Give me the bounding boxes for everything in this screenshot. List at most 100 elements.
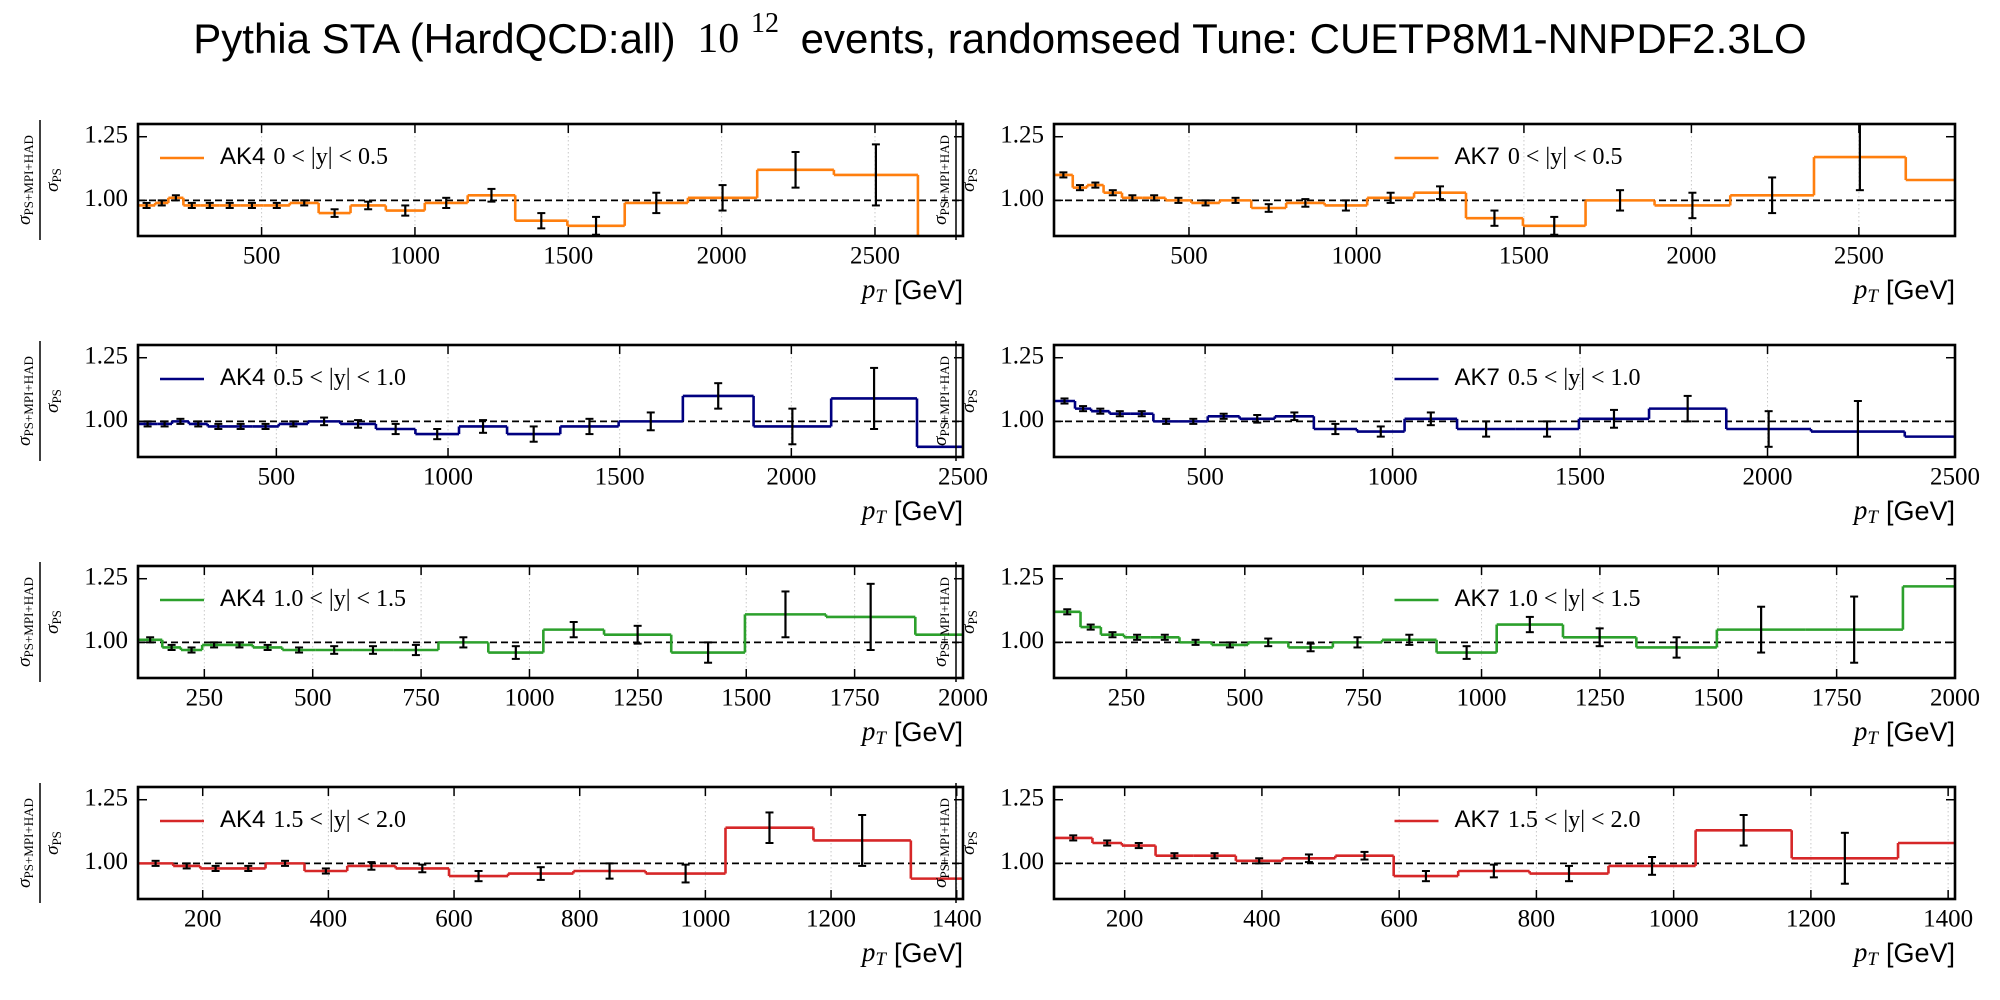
- legend-series-name: AK7: [1455, 364, 1500, 391]
- x-tick-label: 500: [243, 243, 281, 270]
- legend-range: 1.0 < |y| < 1.5: [1508, 586, 1641, 612]
- y-label-numerator: σPS: [958, 610, 980, 634]
- plot-frame: [1052, 785, 1957, 901]
- x-tick-label: 500: [294, 685, 332, 712]
- legend-label: AK7 1.0 < |y| < 1.5: [1455, 585, 1641, 612]
- legend-series-name: AK4: [220, 585, 265, 612]
- y-label-sub: PS+MPI+HAD: [21, 135, 36, 215]
- x-label-var: p: [860, 937, 876, 967]
- legend-range: 0.5 < |y| < 1.0: [1508, 365, 1641, 391]
- x-tick-label: 400: [1243, 906, 1281, 933]
- x-tick-label: 2000: [1666, 243, 1716, 270]
- y-label-numerator: σPS: [42, 168, 64, 192]
- x-tick-label: 800: [1518, 906, 1556, 933]
- y-label-numerator: σPS: [42, 610, 64, 634]
- legend-label: AK7 0 < |y| < 0.5: [1455, 143, 1623, 170]
- y-label-symbol: σ: [930, 878, 951, 888]
- y-label-sub: PS: [49, 831, 64, 845]
- y-label-sub: PS+MPI+HAD: [21, 356, 36, 436]
- y-label-sub: PS+MPI+HAD: [937, 135, 952, 215]
- x-label-var: p: [860, 716, 876, 746]
- x-label-var: p: [860, 495, 876, 525]
- legend-series-name: AK4: [220, 806, 265, 833]
- y-label-numerator: σPS: [958, 168, 980, 192]
- x-tick-label: 1250: [1575, 685, 1625, 712]
- x-tick-label: 1400: [932, 906, 982, 933]
- y-label-denominator: σPS+MPI+HAD: [14, 356, 36, 446]
- x-label-sub: T: [1867, 286, 1879, 307]
- legend-label: AK7 1.5 < |y| < 2.0: [1455, 806, 1641, 833]
- y-label-sub: PS: [965, 389, 980, 403]
- y-tick-label: 1.00: [84, 848, 128, 875]
- legend-range: 1.5 < |y| < 2.0: [1508, 807, 1641, 833]
- x-label-unit: [GeV]: [894, 717, 963, 747]
- plot-frame: [136, 785, 965, 901]
- figure-title: Pythia STA (HardQCD:all) 10 12 events, r…: [193, 0, 1806, 62]
- x-label-sub: T: [1867, 949, 1879, 970]
- x-tick-label: 1000: [1457, 685, 1507, 712]
- title-text: events, randomseed Tune: CUETP8M1-NNPDF2…: [801, 15, 1807, 62]
- y-tick-label: 1.25: [84, 342, 128, 369]
- x-tick-label: 2000: [1930, 685, 1980, 712]
- x-tick-label: 2500: [850, 243, 900, 270]
- y-label-sub: PS+MPI+HAD: [937, 577, 952, 657]
- x-tick-label: 2500: [1834, 243, 1884, 270]
- x-tick-label: 2000: [697, 243, 747, 270]
- plot-area: [138, 143, 920, 236]
- x-label-unit: [GeV]: [1886, 275, 1955, 305]
- y-label-symbol: σ: [42, 403, 63, 413]
- x-axis-label: pT [GeV]: [1852, 937, 1955, 970]
- x-tick-label: 1200: [1786, 906, 1836, 933]
- y-tick-label: 1.00: [1000, 848, 1044, 875]
- legend-series-name: AK4: [220, 143, 265, 170]
- y-label-sub: PS: [965, 168, 980, 182]
- x-tick-label: 1500: [1555, 464, 1605, 491]
- plot-area: [1054, 814, 1955, 885]
- x-label-unit: [GeV]: [1886, 717, 1955, 747]
- x-axis-label: pT [GeV]: [860, 937, 963, 970]
- panel: 500 1000 1500 2000 2500 1.00 1.25 AK7 0 < |y| < …: [930, 120, 1957, 307]
- x-tick-label: 500: [1226, 685, 1264, 712]
- legend-label: AK4 1.0 < |y| < 1.5: [220, 585, 406, 612]
- x-tick-label: 600: [1380, 906, 1418, 933]
- x-label-sub: T: [875, 728, 887, 749]
- x-tick-label: 1000: [423, 464, 473, 491]
- x-tick-label: 500: [258, 464, 296, 491]
- y-tick-label: 1.00: [1000, 185, 1044, 212]
- y-tick-label: 1.25: [84, 121, 128, 148]
- x-tick-label: 1750: [1812, 685, 1862, 712]
- x-tick-label: 1400: [1923, 906, 1973, 933]
- plot-frame: [1052, 564, 1957, 680]
- x-axis-label: pT [GeV]: [860, 274, 963, 307]
- x-label-var: p: [1852, 937, 1868, 967]
- y-tick-label: 1.00: [84, 185, 128, 212]
- x-label-sub: T: [875, 949, 887, 970]
- title-exponent: 12: [751, 8, 779, 39]
- x-tick-label: 1500: [595, 464, 645, 491]
- x-tick-label: 2500: [938, 464, 988, 491]
- x-label-unit: [GeV]: [894, 496, 963, 526]
- plot-area: [1054, 124, 1955, 236]
- y-label-symbol: σ: [14, 657, 35, 667]
- legend-series-name: AK7: [1455, 806, 1500, 833]
- legend-label: AK7 0.5 < |y| < 1.0: [1455, 364, 1641, 391]
- y-label-symbol: σ: [14, 436, 35, 446]
- panel: 500 1000 1500 2000 2500 1.00 1.25 AK7 0.5 < |y| …: [930, 341, 1980, 528]
- x-tick-label: 2000: [766, 464, 816, 491]
- x-axis-label: pT [GeV]: [1852, 495, 1955, 528]
- y-label-sub: PS+MPI+HAD: [937, 798, 952, 878]
- y-label-sub: PS+MPI+HAD: [937, 356, 952, 436]
- x-tick-label: 800: [561, 906, 599, 933]
- y-tick-label: 1.00: [1000, 627, 1044, 654]
- x-tick-label: 250: [186, 685, 224, 712]
- x-tick-label: 1500: [543, 243, 593, 270]
- panel: 200 400 600 800 1000 1200 1400 1.00 1.25 AK7 1.5 <…: [930, 783, 1973, 970]
- plot-frame: [136, 122, 965, 238]
- x-tick-label: 750: [402, 685, 440, 712]
- x-tick-label: 1500: [1693, 685, 1743, 712]
